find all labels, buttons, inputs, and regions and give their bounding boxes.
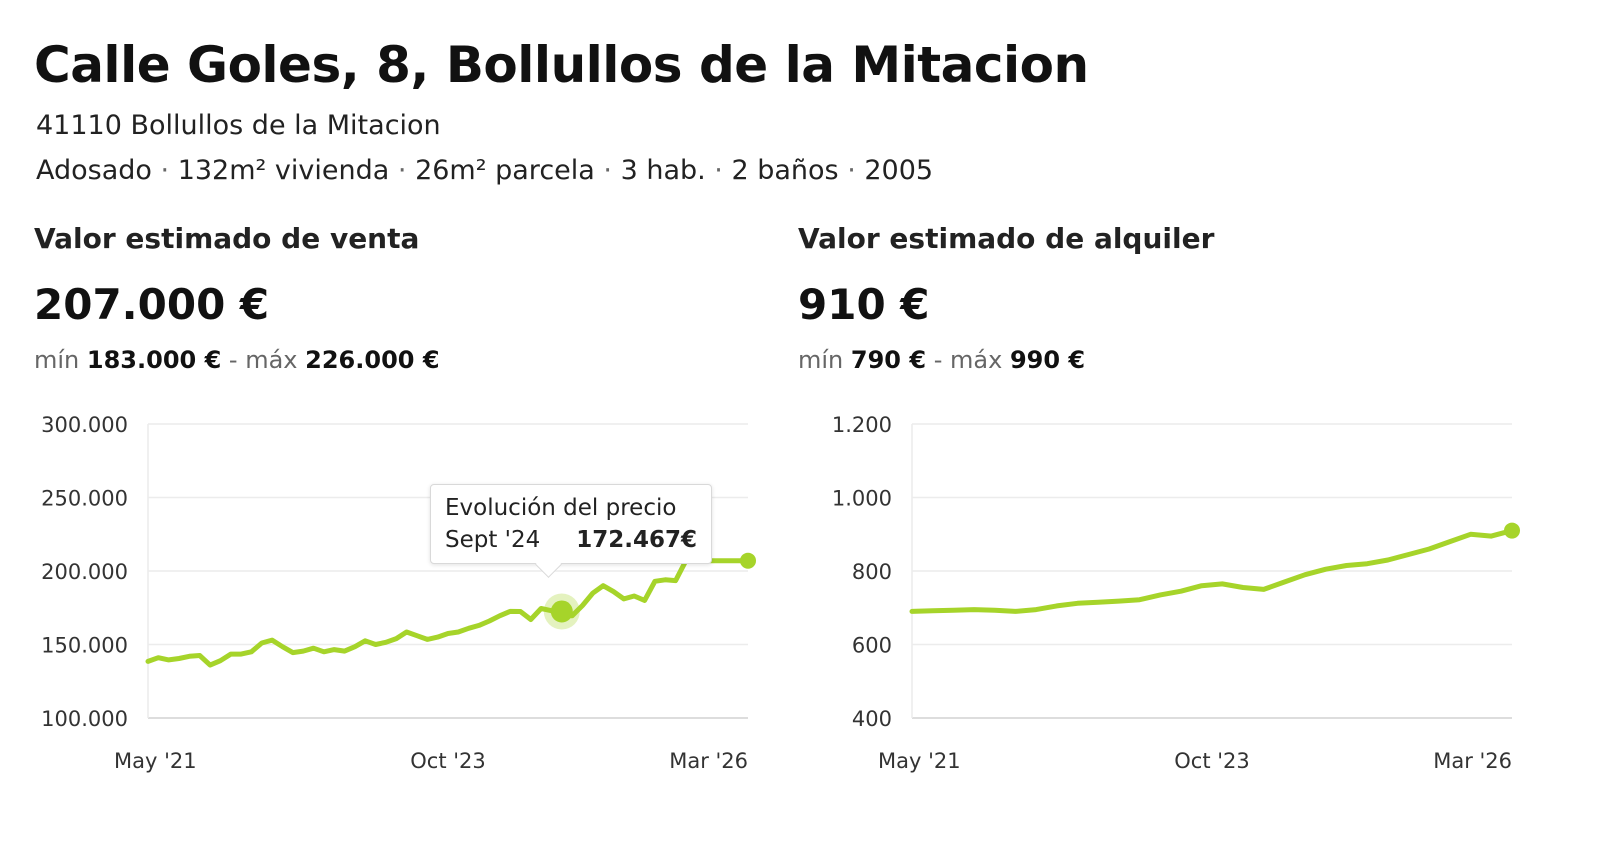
sale-value: 207.000 €: [34, 280, 270, 329]
rent-value: 910 €: [798, 280, 930, 329]
sale-ytick-label: 150.000: [41, 634, 128, 658]
tooltip-date: Sept '24: [445, 527, 541, 553]
rent-min-label: mín: [798, 346, 844, 374]
rent-ytick-label: 1.000: [832, 487, 892, 511]
rent-min-value: 790 €: [850, 346, 927, 374]
sale-ytick-label: 100.000: [41, 707, 128, 731]
sale-xtick-label: May '21: [114, 749, 197, 773]
rent-price-chart[interactable]: 400 600 800 1.000 1.200 May '21 Oct '23 Mar '26: [798, 396, 1528, 816]
property-specs: Adosado · 132m² vivienda · 26m² parcela …: [36, 155, 934, 186]
rent-panel: Valor estimado de alquiler 910 € mín 790…: [798, 218, 1520, 818]
sale-ytick-label: 300.000: [41, 413, 128, 437]
spec-plot-area: 26m² parcela: [415, 155, 595, 186]
sale-last-point: [740, 552, 756, 569]
spec-year: 2005: [864, 155, 934, 186]
rent-xtick-label: May '21: [878, 749, 961, 773]
rent-xtick-label: Oct '23: [1174, 749, 1249, 773]
page-title: Calle Goles, 8, Bollullos de la Mitacion: [34, 36, 1089, 94]
rent-range: mín 790 € - máx 990 €: [798, 346, 1086, 374]
rent-max-label: máx: [950, 346, 1003, 374]
sale-ytick-label: 250.000: [41, 487, 128, 511]
spec-bathrooms: 2 baños: [731, 155, 839, 186]
price-tooltip: Evolución del precio Sept '24 172.467€: [430, 484, 713, 564]
sale-ytick-label: 200.000: [41, 560, 128, 584]
address-line: 41110 Bollullos de la Mitacion: [36, 110, 441, 141]
rent-ytick-label: 800: [852, 560, 892, 584]
sale-panel-title: Valor estimado de venta: [34, 222, 420, 255]
sale-min-value: 183.000 €: [86, 346, 222, 374]
rent-ytick-label: 400: [852, 707, 892, 731]
rent-ytick-label: 600: [852, 634, 892, 658]
sale-xtick-label: Mar '26: [669, 749, 748, 773]
rent-series-line: [909, 528, 1515, 614]
rent-ytick-label: 1.200: [832, 413, 892, 437]
sale-price-chart[interactable]: 100.000 150.000 200.000 250.000 300.000 May '…: [34, 396, 764, 816]
rent-max-value: 990 €: [1009, 346, 1086, 374]
sale-range: mín 183.000 € - máx 226.000 €: [34, 346, 440, 374]
sale-max-label: máx: [245, 346, 298, 374]
sale-xtick-label: Oct '23: [410, 749, 485, 773]
spec-bedrooms: 3 hab.: [620, 155, 706, 186]
sale-min-label: mín: [34, 346, 80, 374]
rent-last-point: [1504, 522, 1520, 539]
tooltip-title: Evolución del precio: [445, 495, 677, 521]
tooltip-value: 172.467€: [576, 527, 698, 553]
sale-max-value: 226.000 €: [305, 346, 440, 374]
sale-highlight-point: [550, 600, 573, 623]
spec-living-area: 132m² vivienda: [177, 155, 390, 186]
spec-type: Adosado: [36, 155, 152, 186]
rent-xtick-label: Mar '26: [1433, 749, 1512, 773]
sale-series-line: [145, 558, 751, 668]
sale-panel: Valor estimado de venta 207.000 € mín 18…: [34, 218, 756, 818]
rent-panel-title: Valor estimado de alquiler: [798, 222, 1215, 255]
